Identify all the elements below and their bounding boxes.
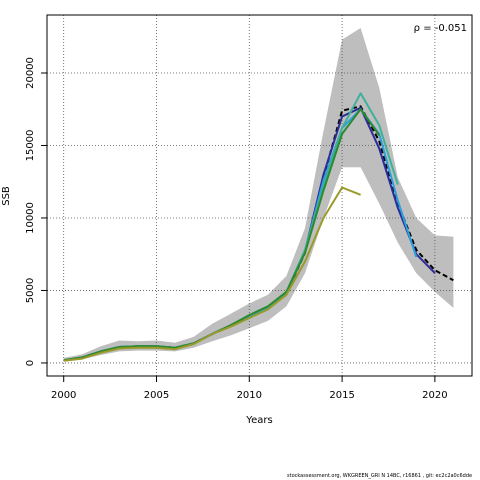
- x-tick-label: 2020: [422, 390, 447, 401]
- confidence-band: [63, 28, 454, 362]
- y-tick-label: 0: [25, 360, 36, 366]
- x-tick-label: 2005: [144, 390, 169, 401]
- y-axis: 0 5000 10000 15000 20000: [25, 57, 47, 366]
- correlation-annotation: ρ = -0.051: [414, 23, 467, 34]
- plot-frame: [46, 14, 473, 377]
- x-axis-title: Years: [245, 415, 272, 426]
- x-tick-label: 2010: [237, 390, 262, 401]
- series-lines: [63, 92, 454, 362]
- x-tick-label: 2015: [329, 390, 354, 401]
- x-axis: 2000 2005 2010 2015 2020: [51, 376, 448, 401]
- y-axis-title: SSB: [1, 186, 12, 206]
- series-line-6: [63, 186, 361, 362]
- y-tick-label: 15000: [25, 130, 36, 162]
- x-tick-label: 2000: [51, 390, 76, 401]
- y-tick-label: 5000: [25, 278, 36, 303]
- footer-source: stockassessment.org, WKGREEN_GRI N 14BC,…: [287, 473, 473, 479]
- y-tick-label: 10000: [25, 202, 36, 234]
- y-tick-label: 20000: [25, 57, 36, 89]
